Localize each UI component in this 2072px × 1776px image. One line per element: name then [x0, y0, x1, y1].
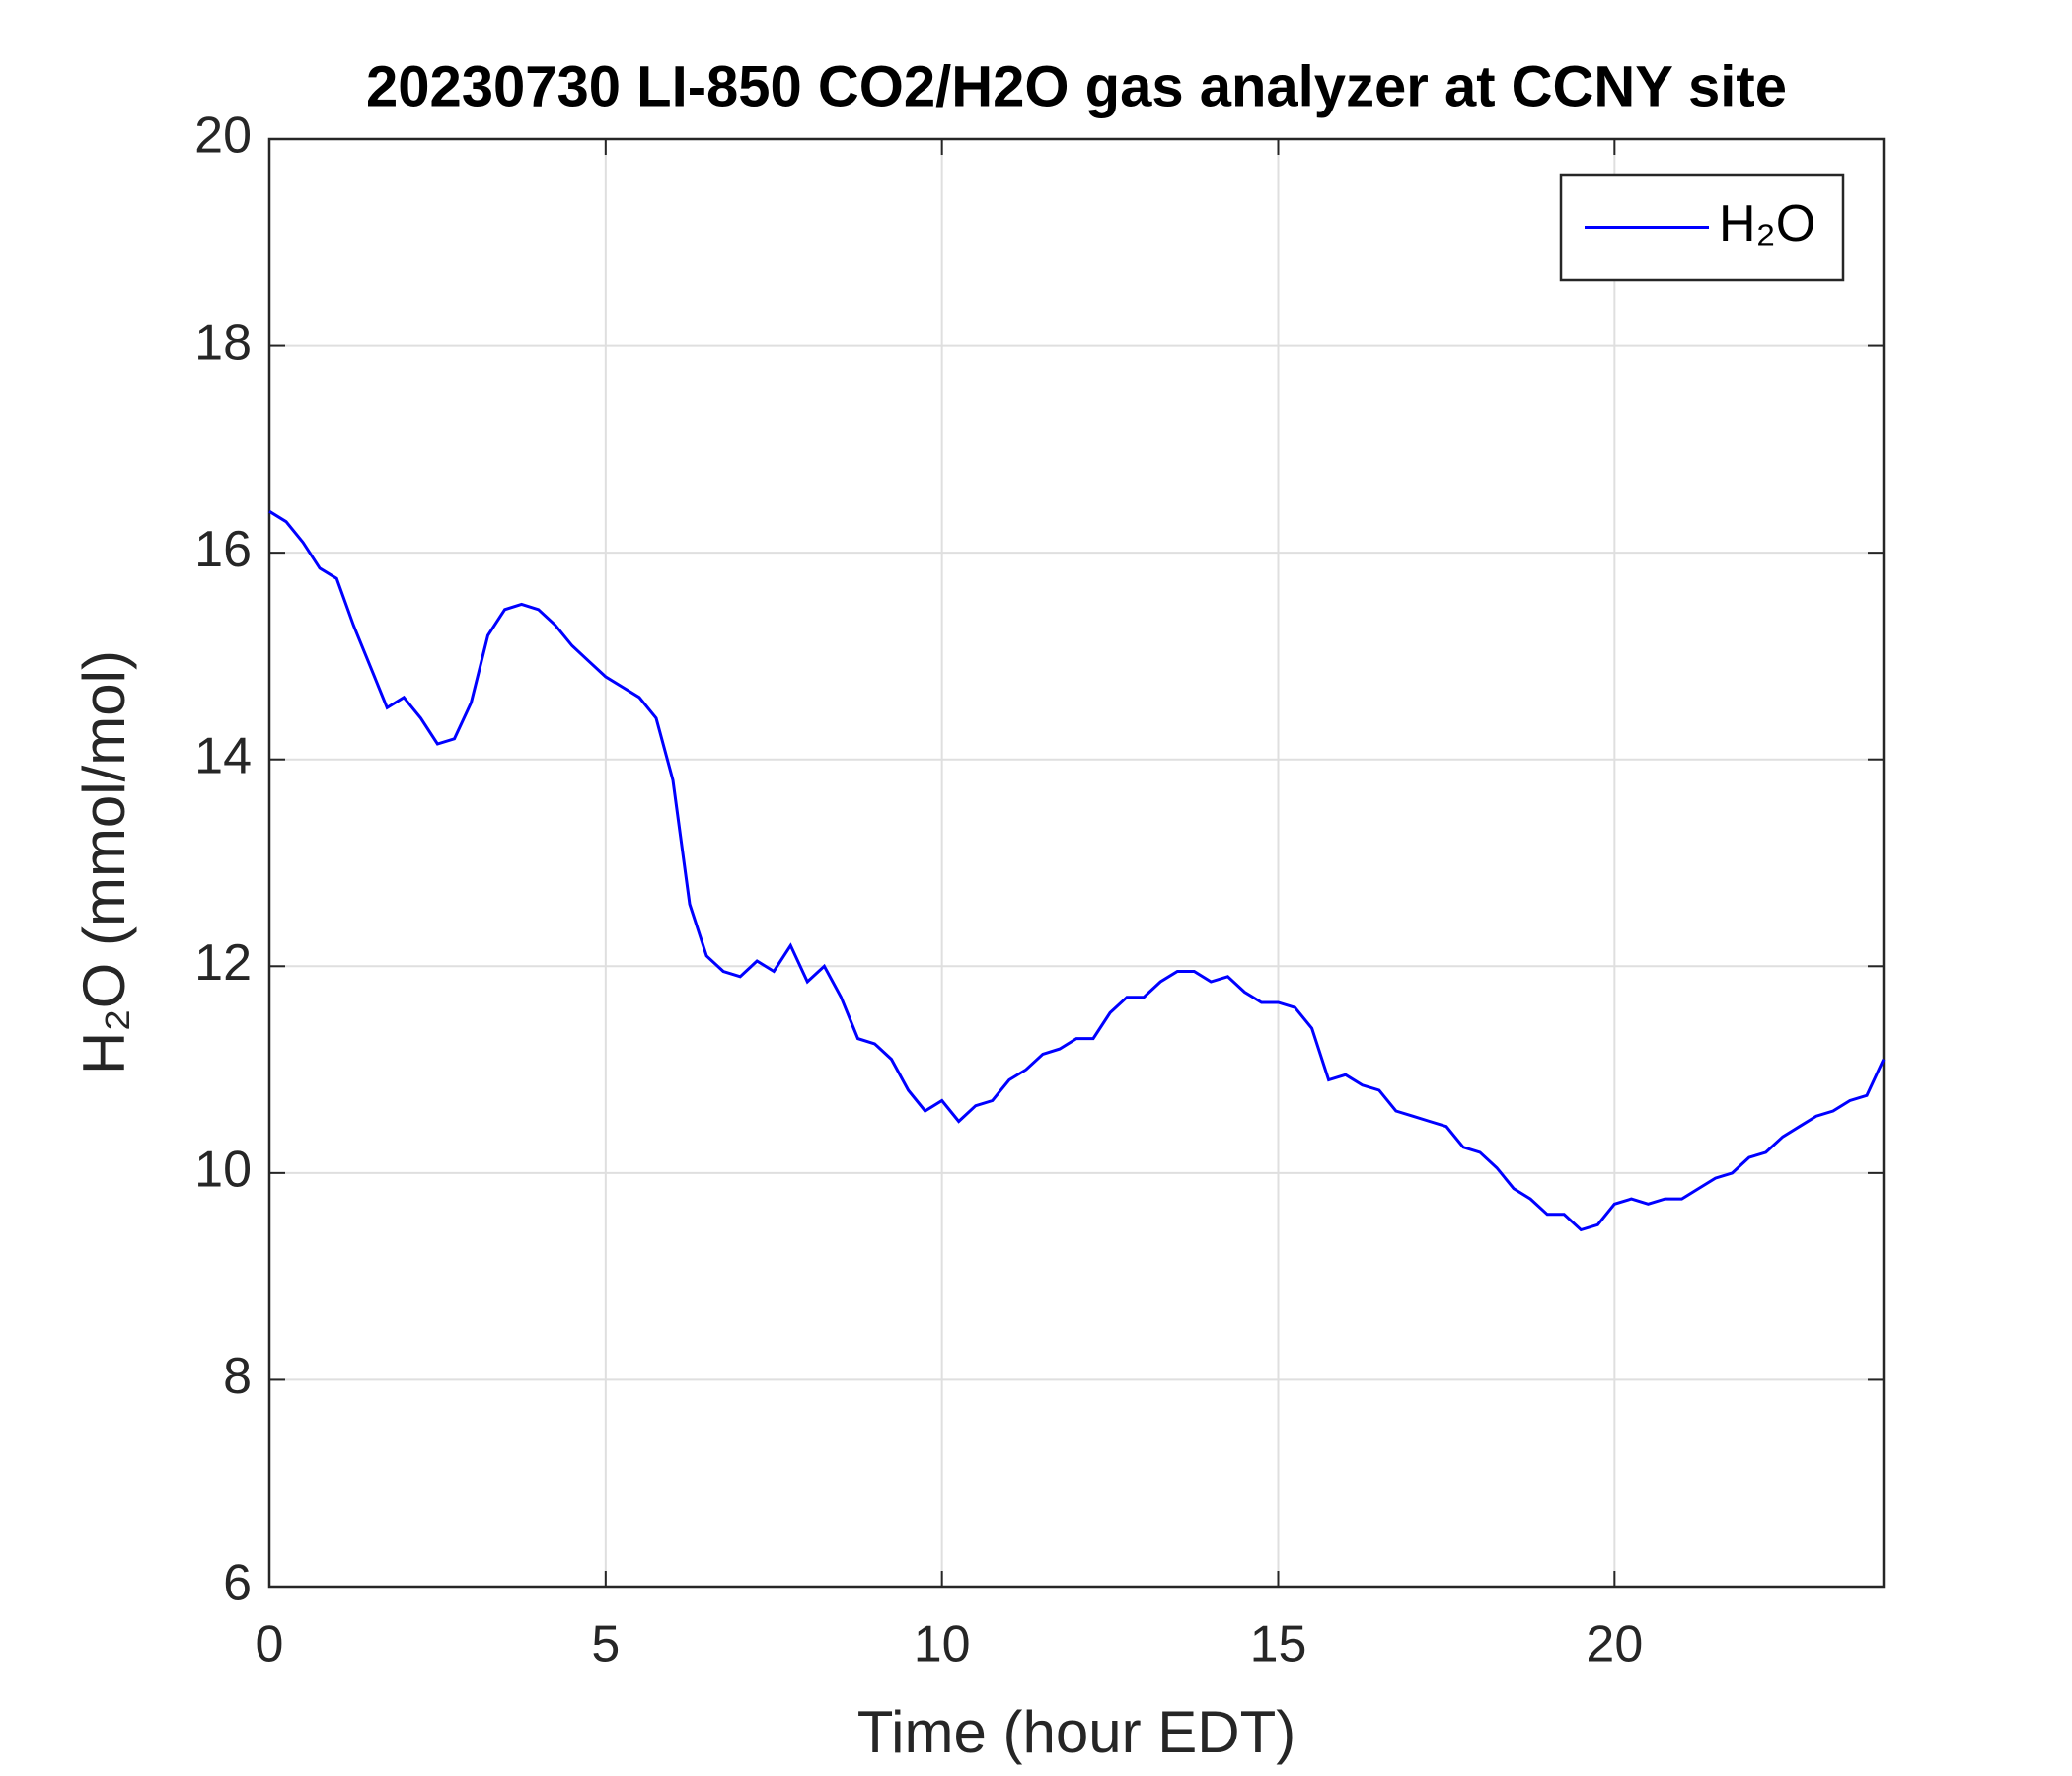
y-tick-label: 10: [194, 1142, 252, 1199]
plot-frame: [267, 137, 1886, 1589]
x-tick-label: 20: [1586, 1616, 1643, 1673]
y-tick-label: 12: [194, 934, 252, 992]
y-tick-label: 18: [194, 314, 252, 371]
x-tick-label: 5: [591, 1616, 620, 1673]
y-tick-label: 14: [194, 727, 252, 784]
chart-title: 20230730 LI-850 CO2/H2O gas analyzer at …: [366, 54, 1787, 118]
y-tick-label: 16: [194, 521, 252, 578]
x-tick-label: 10: [914, 1616, 971, 1673]
x-axis-label: Time (hour EDT): [857, 1699, 1296, 1765]
legend-label: H₂O: [1719, 195, 1815, 253]
data-line: [268, 509, 1886, 1232]
y-tick-label: 20: [194, 108, 252, 165]
x-tick-label: 15: [1250, 1616, 1307, 1673]
y-tick-label: 8: [223, 1348, 252, 1405]
y-axis-label: H₂O (mmol/mol): [71, 650, 137, 1074]
y-tick-label: 6: [223, 1555, 252, 1612]
x-tick-label: 0: [256, 1616, 284, 1673]
